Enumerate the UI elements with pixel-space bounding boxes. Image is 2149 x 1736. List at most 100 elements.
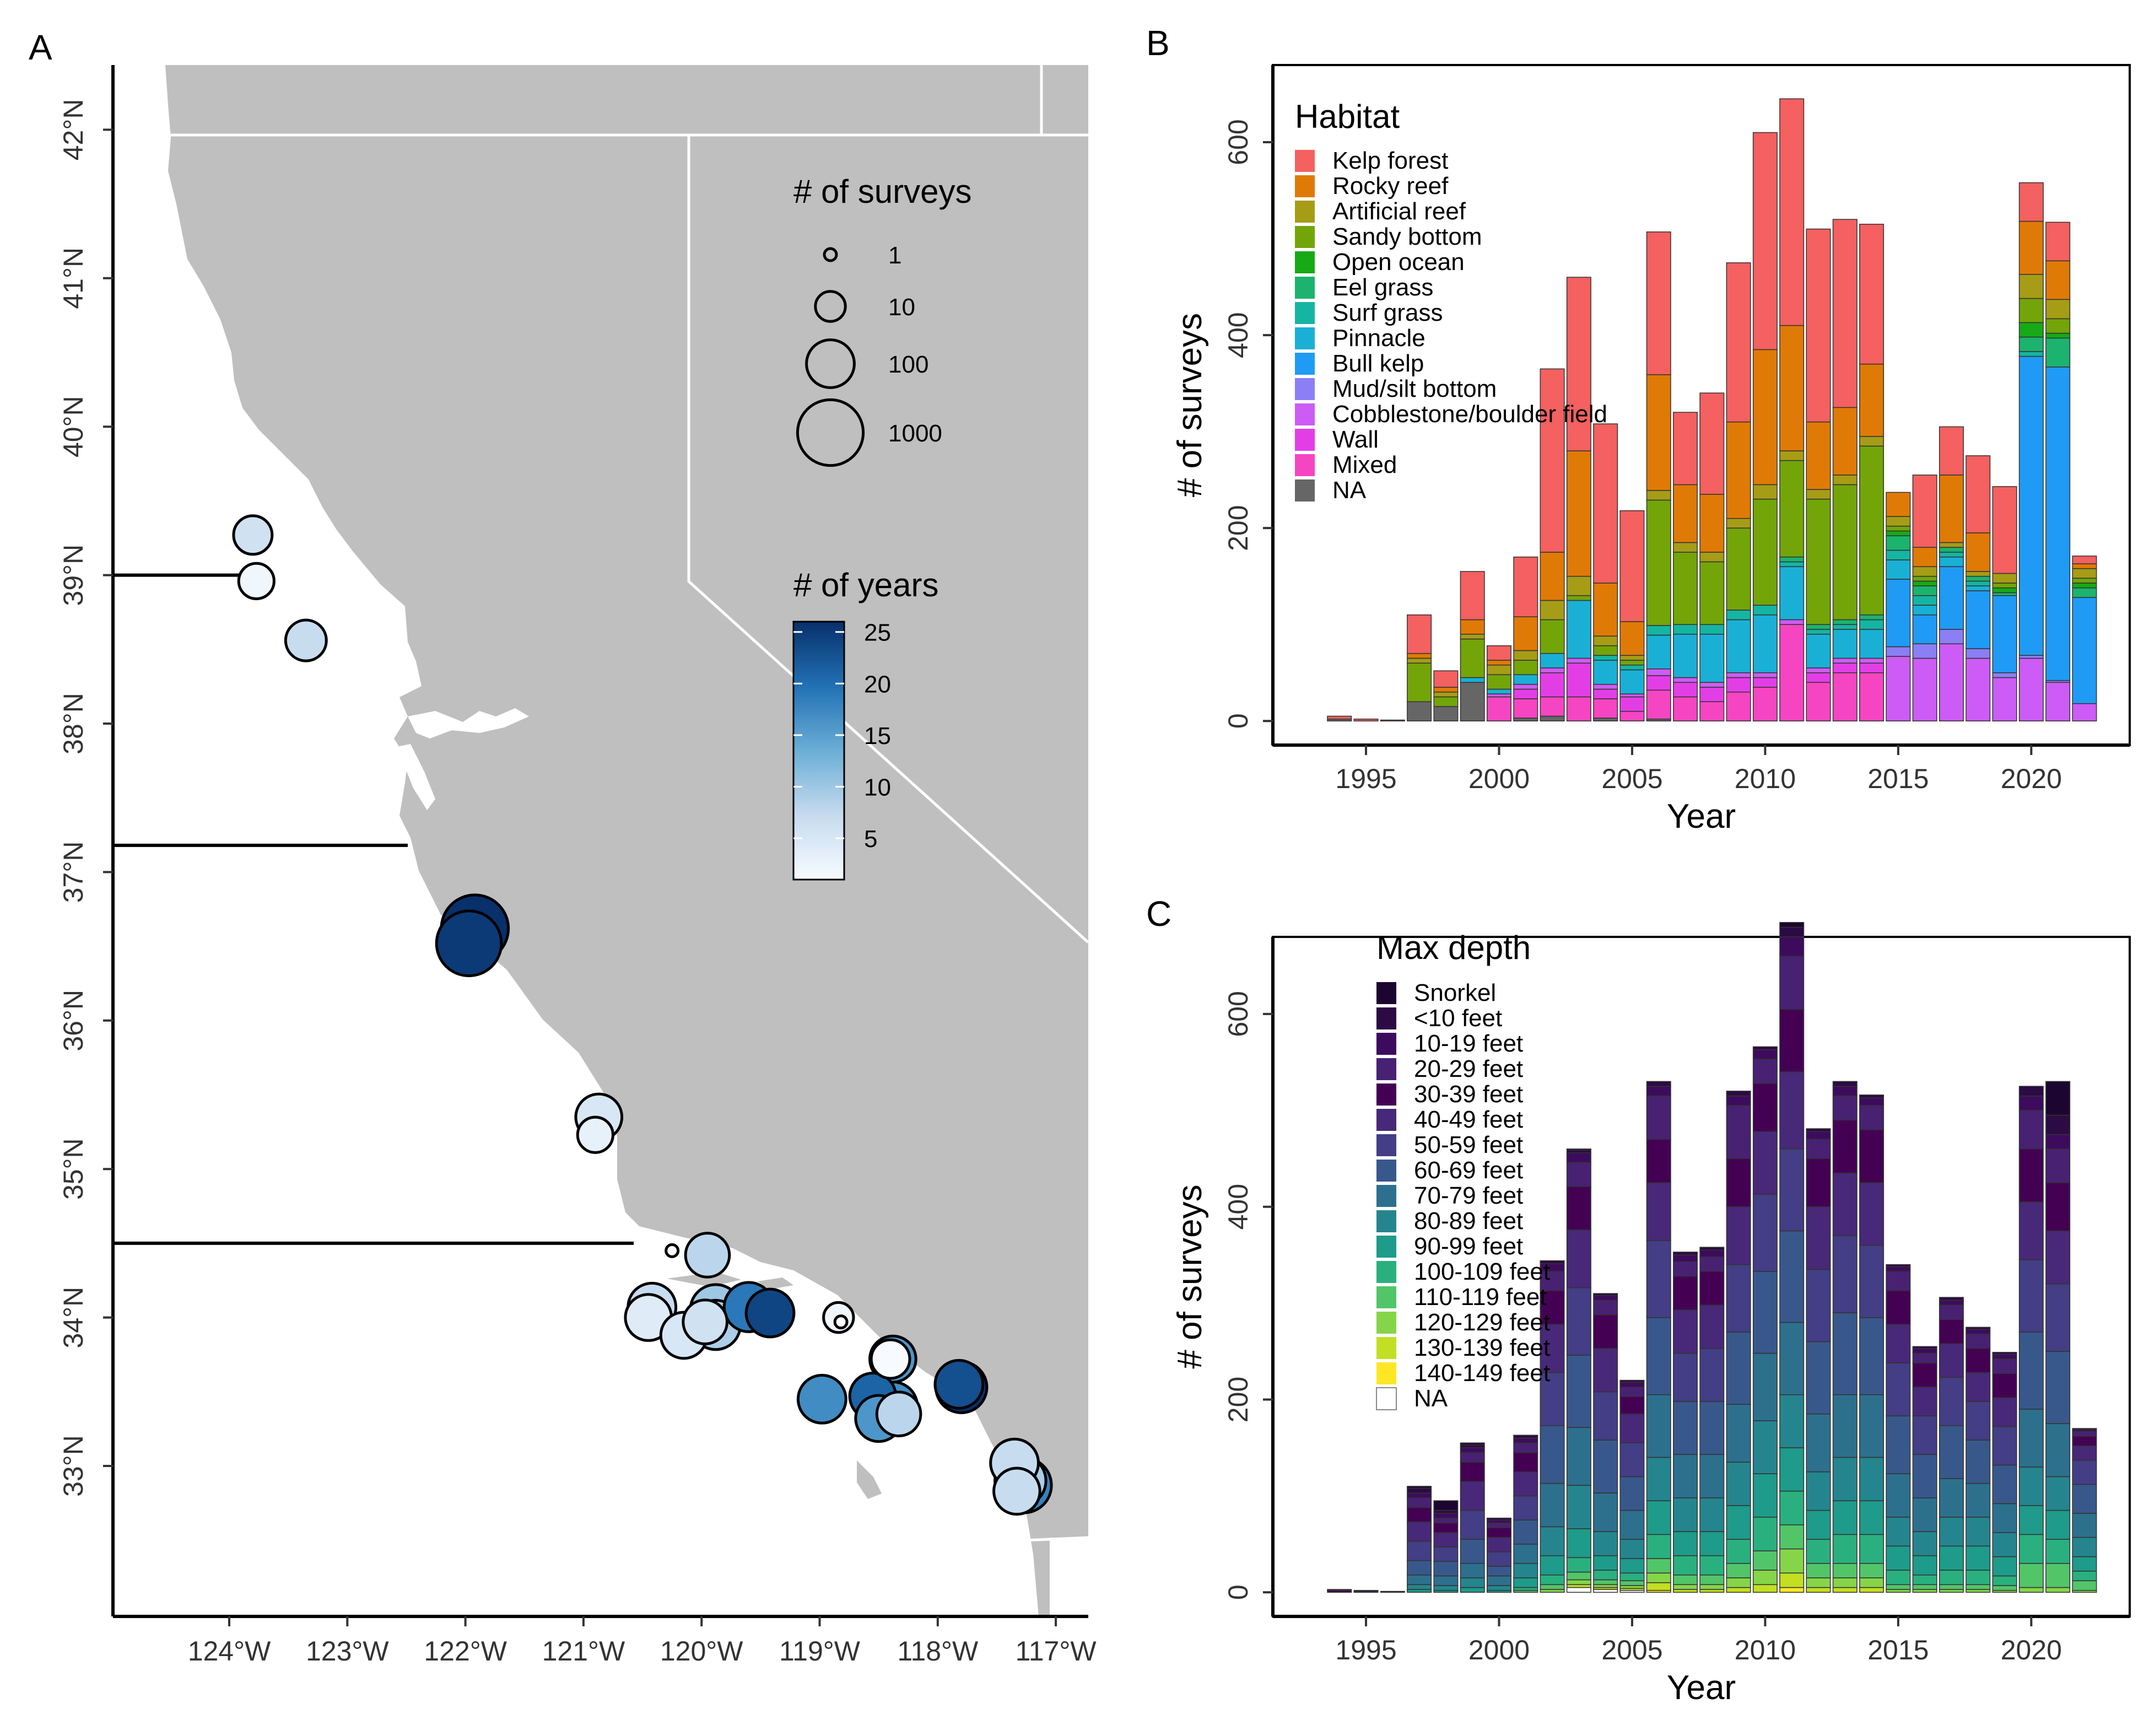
bar-segment[interactable] [1593, 1570, 1618, 1581]
survey-site-point[interactable] [992, 1467, 1041, 1516]
bar-segment[interactable] [1912, 1454, 1937, 1498]
bar-segment[interactable] [1832, 1457, 1858, 1501]
bar-segment[interactable] [2018, 1534, 2044, 1564]
bar-segment[interactable] [2018, 322, 2044, 338]
bar-segment[interactable] [1859, 1244, 1885, 1318]
bar-segment[interactable] [1673, 682, 1698, 698]
bar-segment[interactable] [2072, 1513, 2097, 1538]
bar-segment[interactable] [1779, 561, 1805, 567]
bar-segment[interactable] [1673, 542, 1698, 553]
bar-segment[interactable] [2018, 1095, 2044, 1111]
bar-segment[interactable] [2018, 355, 2044, 656]
bar-segment[interactable] [2072, 1536, 2097, 1557]
bar-segment[interactable] [1779, 1071, 1805, 1150]
bar-segment[interactable] [1673, 1555, 1698, 1576]
bar-segment[interactable] [1619, 510, 1645, 622]
bar-segment[interactable] [1939, 1584, 1964, 1590]
bar-segment[interactable] [1566, 1162, 1591, 1187]
bar-segment[interactable] [1806, 1563, 1831, 1578]
bar-segment[interactable] [1487, 1522, 1511, 1528]
bar-segment[interactable] [1779, 956, 1805, 1010]
bar-segment[interactable] [1966, 1584, 1991, 1590]
bar-segment[interactable] [2045, 1423, 2071, 1478]
bar-segment[interactable] [2045, 1182, 2071, 1232]
bar-segment[interactable] [1460, 1452, 1485, 1463]
bar-segment[interactable] [1992, 486, 2017, 574]
bar-segment[interactable] [1726, 610, 1751, 621]
bar-segment[interactable] [1540, 672, 1565, 698]
bar-segment[interactable] [1832, 1394, 1858, 1458]
bar-segment[interactable] [1487, 688, 1511, 694]
bar-segment[interactable] [1513, 1577, 1538, 1588]
bar-segment[interactable] [1699, 1589, 1725, 1593]
bar-segment[interactable] [1540, 1260, 1565, 1264]
bar-segment[interactable] [2018, 1201, 2044, 1260]
bar-segment[interactable] [1353, 1590, 1379, 1592]
bar-segment[interactable] [1966, 580, 1991, 586]
bar-segment[interactable] [1886, 1271, 1911, 1291]
bar-segment[interactable] [1752, 1049, 1778, 1060]
bar-segment[interactable] [1513, 1519, 1538, 1545]
bar-segment[interactable] [1593, 655, 1618, 661]
bar-segment[interactable] [2045, 1114, 2071, 1135]
bar-segment[interactable] [1433, 1500, 1459, 1511]
bar-segment[interactable] [1859, 1105, 1885, 1130]
bar-segment[interactable] [1726, 1505, 1751, 1540]
survey-site-point[interactable] [684, 1232, 731, 1279]
bar-segment[interactable] [1646, 231, 1671, 375]
bar-segment[interactable] [1593, 1295, 1618, 1301]
bar-segment[interactable] [2045, 1563, 2071, 1588]
bar-segment[interactable] [1460, 1481, 1485, 1511]
bar-segment[interactable] [1939, 1304, 1964, 1320]
bar-segment[interactable] [1886, 1545, 1911, 1571]
bar-segment[interactable] [1992, 1426, 2017, 1466]
bar-segment[interactable] [1939, 475, 1964, 543]
bar-segment[interactable] [1699, 1348, 1725, 1402]
bar-segment[interactable] [1540, 368, 1565, 553]
bar-segment[interactable] [2072, 1484, 2097, 1514]
bar-segment[interactable] [1646, 1394, 1671, 1458]
survey-site-point[interactable] [870, 1338, 911, 1380]
bar-segment[interactable] [1752, 484, 1778, 500]
bar-segment[interactable] [1832, 629, 1858, 659]
bar-segment[interactable] [1752, 132, 1778, 351]
bar-segment[interactable] [1752, 1570, 1778, 1586]
bar-segment[interactable] [1540, 1584, 1565, 1590]
bar-segment[interactable] [1779, 98, 1805, 326]
bar-segment[interactable] [1566, 450, 1591, 577]
bar-segment[interactable] [1566, 1152, 1591, 1163]
bar-segment[interactable] [1859, 614, 1885, 621]
bar-segment[interactable] [2018, 655, 2044, 659]
bar-segment[interactable] [1619, 1476, 1645, 1511]
bar-segment[interactable] [1806, 633, 1831, 668]
bar-segment[interactable] [1619, 1585, 1645, 1589]
bar-segment[interactable] [2072, 578, 2097, 584]
bar-segment[interactable] [1912, 657, 1937, 721]
bar-segment[interactable] [1752, 1420, 1778, 1474]
bar-segment[interactable] [1699, 494, 1725, 553]
bar-segment[interactable] [1886, 1589, 1911, 1593]
bar-segment[interactable] [1646, 499, 1671, 626]
bar-segment[interactable] [1566, 657, 1591, 664]
bar-segment[interactable] [1619, 664, 1645, 671]
bar-segment[interactable] [1859, 629, 1885, 659]
bar-segment[interactable] [1513, 1437, 1538, 1443]
bar-segment[interactable] [1806, 624, 1831, 630]
bar-segment[interactable] [1433, 706, 1459, 721]
bar-segment[interactable] [1513, 688, 1538, 699]
bar-segment[interactable] [1752, 1194, 1778, 1272]
bar-segment[interactable] [1939, 1517, 1964, 1547]
survey-site-point[interactable] [237, 562, 276, 600]
bar-segment[interactable] [1646, 1081, 1671, 1087]
bar-segment[interactable] [2045, 1587, 2071, 1593]
bar-segment[interactable] [1832, 1086, 1858, 1097]
bar-segment[interactable] [1513, 1544, 1538, 1564]
bar-segment[interactable] [1673, 1252, 1698, 1255]
bar-segment[interactable] [1513, 674, 1538, 685]
bar-segment[interactable] [1886, 530, 1911, 536]
bar-segment[interactable] [1939, 1297, 1964, 1301]
bar-segment[interactable] [1992, 587, 2017, 594]
bar-segment[interactable] [1699, 1247, 1725, 1251]
bar-segment[interactable] [1886, 1415, 1911, 1474]
bar-segment[interactable] [1433, 1575, 1459, 1586]
